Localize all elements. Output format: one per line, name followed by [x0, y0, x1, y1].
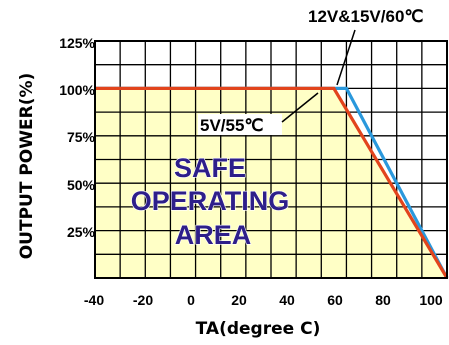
x-tick-20: 20 — [231, 292, 247, 308]
x-tick--40: -40 — [84, 292, 104, 308]
y-tick-25: 25% — [67, 224, 96, 240]
annotation-12v-leader — [336, 29, 356, 86]
x-tick--20: -20 — [133, 292, 153, 308]
safe-area-label-line3: AREA — [175, 220, 252, 250]
x-tick-100: 100 — [419, 292, 443, 308]
annotation-12v-15v-60c: 12V&15V/60℃ — [308, 7, 424, 26]
y-tick-100: 100% — [59, 82, 95, 98]
plot-frame — [94, 40, 448, 279]
x-tick-60: 60 — [327, 292, 343, 308]
y-axis-title: OUTPUT POWER(%) — [17, 73, 37, 260]
annotation-5v-55c: 5V/55℃ — [200, 116, 264, 135]
x-axis-title: TA(degree C) — [196, 319, 321, 339]
x-tick-0: 0 — [187, 292, 195, 308]
safe-area-label-line1: SAFE — [174, 153, 246, 183]
derating-curve-5v — [95, 86, 449, 279]
x-tick-80: 80 — [375, 292, 391, 308]
y-tick-125: 125% — [59, 35, 95, 51]
annotation-5v-leader — [281, 92, 319, 123]
y-tick-50: 50% — [67, 177, 96, 193]
safe-area-label-line2: OPERATING — [131, 186, 290, 216]
annotation-5v-background — [198, 114, 282, 135]
y-tick-75: 75% — [67, 129, 96, 145]
x-tick-40: 40 — [279, 292, 295, 308]
